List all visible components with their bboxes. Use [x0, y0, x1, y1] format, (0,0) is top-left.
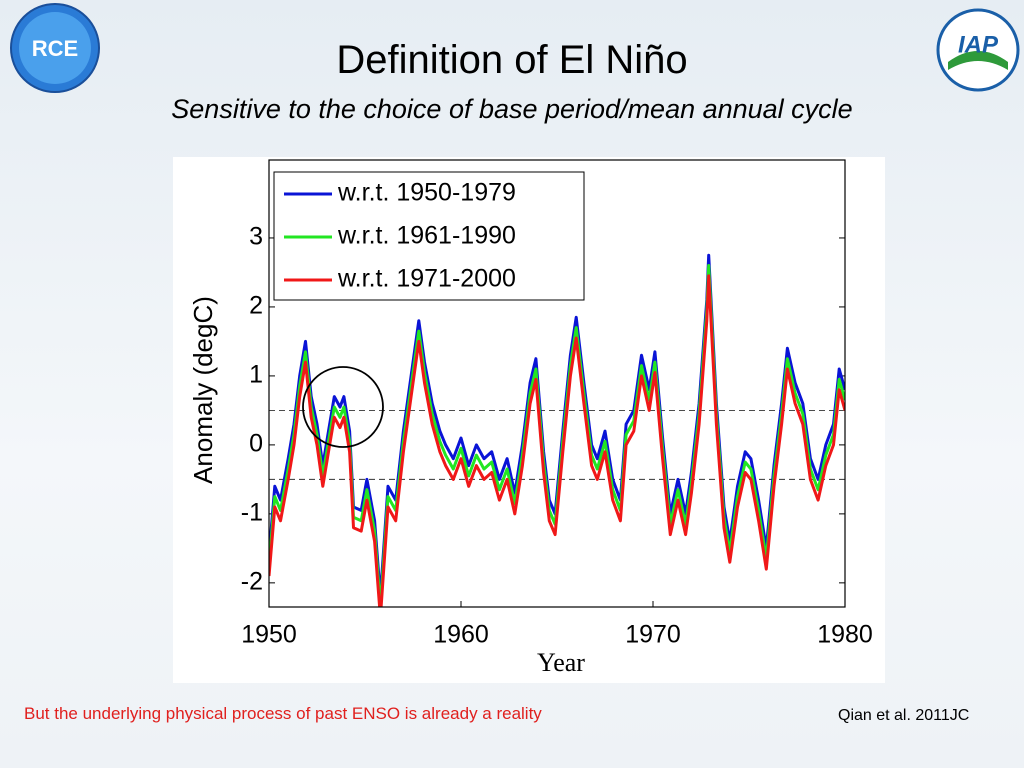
- y-axis-label: Anomaly (degC): [188, 296, 218, 484]
- y-tick-label: 2: [249, 292, 263, 320]
- plot-frame: [268, 159, 846, 608]
- x-tick-label: 1950: [241, 621, 297, 649]
- highlight-circle: [302, 366, 384, 448]
- x-tick-label: 1980: [817, 621, 873, 649]
- y-tick-label: -1: [241, 498, 263, 526]
- logo-left: RCE: [10, 3, 100, 93]
- y-tick-label: 3: [249, 223, 263, 251]
- citation: Qian et al. 2011JC: [838, 707, 970, 724]
- legend: w.r.t. 1950-1979 w.r.t. 1961-1990 w.r.t. 1…: [273, 171, 585, 301]
- x-tick-label: 1960: [433, 621, 489, 649]
- y-tick-label: -2: [241, 567, 263, 595]
- logo-text: RCE: [32, 36, 78, 61]
- series-line: [269, 274, 845, 607]
- slide-subtitle: Sensitive to the choice of base period/m…: [171, 94, 853, 124]
- logo-right: IAP: [936, 8, 1020, 92]
- legend-label: w.r.t. 1950-1979: [337, 179, 516, 207]
- logo-text: IAP: [958, 31, 999, 58]
- footnote: But the underlying physical process of p…: [24, 704, 542, 723]
- slide-title: Definition of El Niño: [336, 38, 688, 82]
- y-tick-label: 0: [249, 430, 263, 458]
- legend-label: w.r.t. 1961-1990: [337, 222, 516, 250]
- x-axis-label: Year: [537, 648, 585, 677]
- legend-label: w.r.t. 1971-2000: [337, 265, 516, 293]
- x-tick-label: 1970: [625, 621, 681, 649]
- y-tick-label: 1: [249, 361, 263, 389]
- lines: [269, 253, 845, 607]
